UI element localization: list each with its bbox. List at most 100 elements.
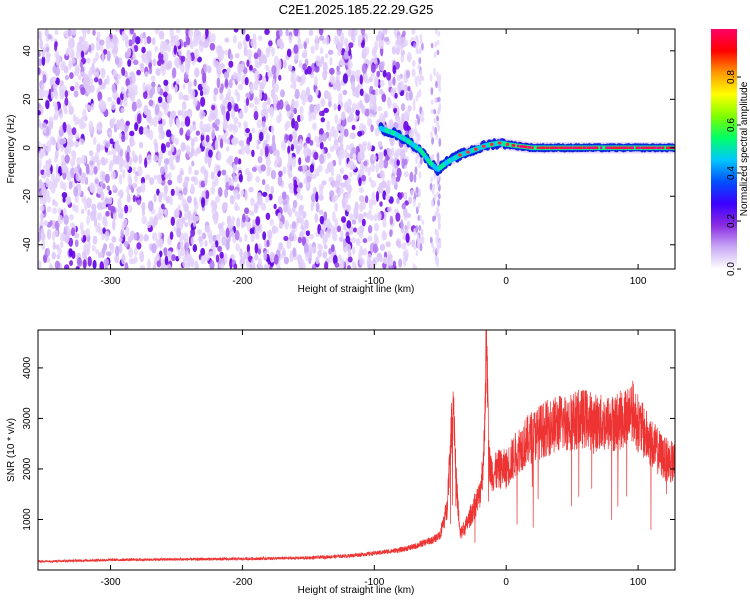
signal-peak (657, 146, 661, 150)
noise-mark (104, 263, 108, 269)
noise-mark (224, 49, 228, 56)
noise-mark (212, 92, 217, 102)
snr-y-label: SNR (10 * v/v) (6, 418, 17, 482)
noise-mark (142, 126, 149, 135)
noise-mark (244, 189, 248, 201)
noise-mark (167, 150, 173, 157)
noise-mark (295, 144, 301, 155)
noise-mark (187, 54, 192, 65)
noise-mark (72, 150, 77, 161)
noise-mark (277, 212, 282, 219)
noise-mark (192, 244, 198, 253)
noise-mark (190, 176, 196, 182)
noise-mark (99, 39, 105, 46)
noise-mark (250, 197, 255, 207)
noise-mark (264, 183, 270, 192)
noise-mark (416, 38, 420, 47)
noise-mark (213, 87, 219, 95)
signal-peak (599, 146, 603, 150)
noise-mark (228, 220, 235, 229)
noise-mark (41, 55, 46, 66)
noise-mark (394, 113, 399, 121)
noise-mark (319, 141, 324, 150)
signal-peak (580, 146, 583, 150)
noise-mark (154, 29, 160, 35)
noise-mark (194, 169, 199, 176)
noise-mark (88, 120, 94, 131)
noise-mark (370, 180, 377, 188)
noise-mark (59, 232, 64, 243)
noise-mark (299, 258, 305, 264)
noise-mark (177, 177, 181, 183)
noise-mark (210, 186, 216, 195)
noise-mark (228, 155, 234, 163)
noise-mark (342, 73, 348, 84)
noise-mark (253, 96, 258, 105)
noise-mark (330, 179, 336, 189)
noise-mark (419, 39, 423, 45)
signal-peak (519, 145, 522, 148)
noise-mark (329, 145, 335, 153)
noise-mark (121, 67, 126, 76)
noise-mark (229, 184, 235, 191)
noise-mark (374, 40, 379, 51)
noise-mark (103, 49, 108, 55)
noise-mark (63, 65, 69, 74)
noise-mark (189, 88, 196, 100)
noise-mark (46, 140, 52, 149)
noise-mark (50, 173, 56, 182)
noise-mark (67, 37, 73, 49)
signal-peak (541, 146, 545, 150)
x-tick-label: -200 (232, 577, 252, 588)
noise-mark (276, 39, 282, 47)
noise-mark (364, 78, 370, 84)
noise-mark (96, 31, 101, 38)
noise-mark (109, 138, 114, 145)
noise-mark (364, 33, 369, 43)
noise-mark (314, 75, 318, 87)
noise-mark (434, 29, 438, 35)
noise-mark (328, 176, 333, 183)
noise-mark (92, 57, 97, 64)
noise-mark (168, 171, 172, 181)
noise-mark (361, 63, 368, 74)
noise-mark (367, 118, 373, 127)
noise-mark (324, 53, 329, 59)
noise-mark (219, 63, 225, 69)
noise-mark (314, 42, 319, 51)
noise-mark (39, 205, 45, 212)
noise-mark (315, 191, 319, 203)
noise-mark (244, 103, 248, 114)
noise-mark (262, 231, 267, 241)
noise-mark (353, 263, 357, 269)
noise-mark (229, 194, 235, 205)
noise-mark (358, 177, 362, 187)
noise-mark (70, 227, 76, 237)
noise-mark (351, 246, 356, 255)
noise-mark (333, 103, 337, 111)
noise-mark (351, 147, 357, 154)
noise-mark (313, 151, 319, 161)
noise-mark (205, 134, 210, 143)
noise-mark (311, 263, 317, 269)
noise-mark (69, 260, 74, 266)
noise-mark (383, 110, 388, 119)
noise-mark (238, 236, 243, 243)
noise-mark (158, 30, 165, 40)
noise-mark (251, 127, 256, 134)
noise-mark (134, 122, 139, 132)
noise-mark (225, 110, 230, 122)
noise-mark (369, 94, 375, 105)
noise-mark (85, 57, 91, 64)
noise-mark (354, 201, 359, 212)
noise-mark (311, 173, 317, 180)
noise-mark (336, 122, 341, 132)
noise-mark (185, 242, 190, 249)
noise-mark (362, 248, 368, 256)
noise-mark (293, 44, 299, 54)
noise-mark (127, 59, 132, 67)
noise-mark (383, 210, 387, 221)
noise-mark (182, 232, 189, 242)
noise-mark (53, 229, 59, 238)
noise-mark (146, 154, 152, 165)
